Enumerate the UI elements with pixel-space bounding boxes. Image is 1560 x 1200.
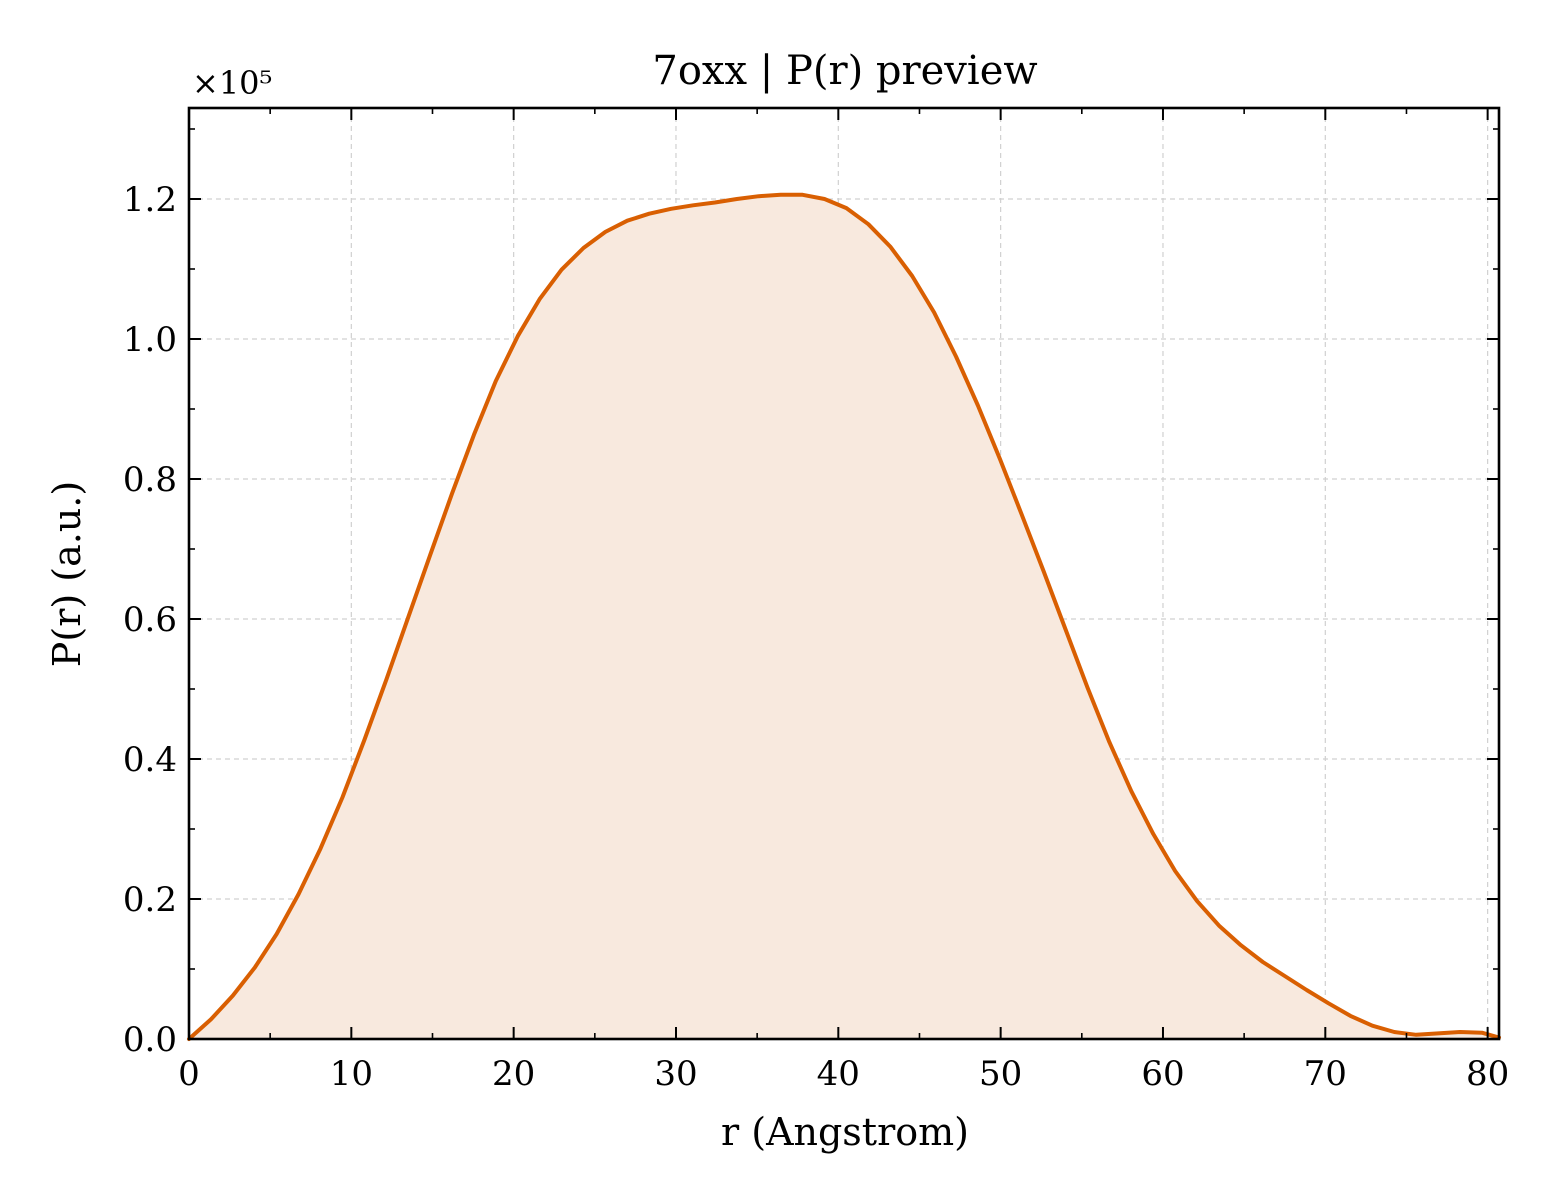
y-tick-label: 0.4 — [123, 740, 177, 780]
plot-frame — [187, 106, 1501, 1041]
x-axis-label: r (Angstrom) — [721, 1110, 969, 1154]
y-tick-label: 0.2 — [123, 880, 177, 920]
x-tick-label: 60 — [1141, 1054, 1184, 1094]
y-tick-label: 0.8 — [123, 460, 177, 500]
x-tick-label: 10 — [330, 1054, 373, 1094]
x-tick-label: 80 — [1466, 1054, 1509, 1094]
axis-ticks: 0 10 20 30 40 50 60 70 80 0.0 0.2 0.4 0.6 0.8 1.0 1.2 — [123, 108, 1509, 1094]
pr-area-fill — [189, 194, 1499, 1040]
x-tick-label: 30 — [654, 1054, 697, 1094]
x-tick-label: 50 — [979, 1054, 1022, 1094]
y-tick-label: 1.2 — [123, 180, 177, 220]
x-tick-label: 20 — [492, 1054, 535, 1094]
x-tick-label: 70 — [1304, 1054, 1347, 1094]
y-tick-label: 0.0 — [123, 1020, 177, 1060]
pr-curve — [187, 192, 1501, 1041]
y-axis-label: P(r) (a.u.) — [45, 481, 89, 667]
y-tick-label: 0.6 — [123, 600, 177, 640]
y-tick-label: 1.0 — [123, 320, 177, 360]
x-tick-label: 40 — [817, 1054, 860, 1094]
x-tick-label: 0 — [178, 1054, 200, 1094]
chart-title: 7oxx | P(r) preview — [652, 48, 1037, 94]
y-multiplier-label: ×10⁵ — [192, 64, 272, 102]
